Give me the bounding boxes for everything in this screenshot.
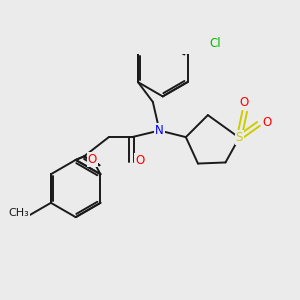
Text: O: O <box>240 96 249 109</box>
Text: N: N <box>155 124 164 137</box>
Text: Cl: Cl <box>209 37 220 50</box>
Text: CH₃: CH₃ <box>8 208 29 218</box>
Text: S: S <box>236 131 243 144</box>
Text: O: O <box>263 116 272 129</box>
Text: O: O <box>135 154 144 167</box>
Text: O: O <box>88 153 97 166</box>
